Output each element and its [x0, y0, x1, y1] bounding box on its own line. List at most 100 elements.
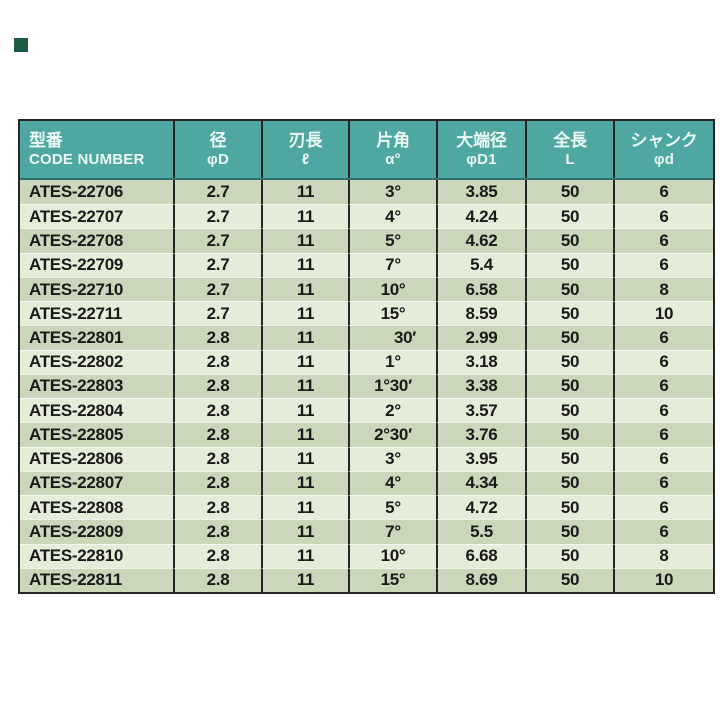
table-cell: 50 — [525, 446, 613, 471]
table-cell: 6 — [613, 373, 713, 399]
table-cell: 2.8 — [173, 519, 261, 544]
table-cell: 4.62 — [436, 228, 525, 253]
table-cell: 2.8 — [173, 567, 261, 592]
table-cell: 2.7 — [173, 301, 261, 326]
table-cell: 11 — [261, 373, 348, 399]
table-cell: 50 — [525, 495, 613, 520]
table-cell: 2.99 — [436, 325, 525, 350]
table-cell: 4.72 — [436, 495, 525, 520]
table-cell: 11 — [261, 398, 348, 423]
table-row: ATES-22805 2.8 11 2°30′ 3.76 50 6 — [20, 422, 713, 447]
code-number-cell: ATES-22804 — [20, 398, 173, 423]
table-cell: 2.8 — [173, 398, 261, 423]
table-cell: 2.8 — [173, 495, 261, 520]
column-header-code-number: 型番 CODE NUMBER — [20, 121, 173, 178]
corner-marker-square — [14, 38, 28, 52]
column-subtitle: CODE NUMBER — [29, 150, 145, 168]
table-cell: 3.18 — [436, 349, 525, 374]
table-cell: 11 — [261, 228, 348, 253]
code-number-cell: ATES-22706 — [20, 180, 173, 205]
table-header-row: 型番 CODE NUMBER 径 φD 刃長 ℓ 片角 α° 大端径 φD1 全… — [20, 121, 713, 180]
code-number-cell: ATES-22807 — [20, 470, 173, 496]
table-cell: 1° — [348, 349, 436, 374]
table-cell: 11 — [261, 325, 348, 350]
table-cell: 4.24 — [436, 204, 525, 229]
table-cell: 5° — [348, 228, 436, 253]
column-header-flute-length: 刃長 ℓ — [261, 121, 348, 178]
table-row: ATES-22811 2.8 11 15° 8.69 50 10 — [20, 567, 713, 592]
table-cell: 2°30′ — [348, 422, 436, 447]
column-title: シャンク — [630, 130, 698, 150]
column-title: 型番 — [29, 130, 63, 150]
column-subtitle: L — [565, 150, 575, 168]
table-cell: 3° — [348, 446, 436, 471]
code-number-cell: ATES-22809 — [20, 519, 173, 544]
table-cell: 8.59 — [436, 301, 525, 326]
table-cell: 2.8 — [173, 543, 261, 568]
table-cell: 3.38 — [436, 373, 525, 399]
table-row: ATES-22804 2.8 11 2° 3.57 50 6 — [20, 398, 713, 423]
column-subtitle: α° — [385, 150, 401, 168]
table-cell: 3.76 — [436, 422, 525, 447]
table-cell: 50 — [525, 373, 613, 399]
table-cell: 2.7 — [173, 228, 261, 253]
table-cell: 10 — [613, 301, 713, 326]
table-cell: 11 — [261, 495, 348, 520]
table-cell: 50 — [525, 252, 613, 277]
table-cell: 2.8 — [173, 422, 261, 447]
code-number-cell: ATES-22805 — [20, 422, 173, 447]
table-cell: 11 — [261, 567, 348, 592]
code-number-cell: ATES-22806 — [20, 446, 173, 471]
table-cell: 2° — [348, 398, 436, 423]
table-cell: 11 — [261, 276, 348, 302]
table-cell: 2.8 — [173, 446, 261, 471]
table-cell: 4.34 — [436, 470, 525, 496]
table-row: ATES-22802 2.8 11 1° 3.18 50 6 — [20, 349, 713, 374]
table-cell: 6 — [613, 422, 713, 447]
table-cell: 50 — [525, 422, 613, 447]
table-cell: 4° — [348, 204, 436, 229]
table-row: ATES-22706 2.7 11 3° 3.85 50 6 — [20, 180, 713, 205]
table-cell: 15° — [348, 567, 436, 592]
table-cell: 6.68 — [436, 543, 525, 568]
table-cell: 10 — [613, 567, 713, 592]
table-cell: 50 — [525, 301, 613, 326]
table-cell: 6 — [613, 470, 713, 496]
table-cell: 50 — [525, 398, 613, 423]
table-cell: 50 — [525, 325, 613, 350]
code-number-cell: ATES-22710 — [20, 276, 173, 302]
table-row: ATES-22711 2.7 11 15° 8.59 50 10 — [20, 301, 713, 326]
table-cell: 11 — [261, 422, 348, 447]
column-subtitle: φD — [207, 150, 229, 168]
column-title: 大端径 — [456, 130, 507, 150]
code-number-cell: ATES-22803 — [20, 373, 173, 399]
table-cell: 50 — [525, 228, 613, 253]
table-cell: 10° — [348, 543, 436, 568]
table-cell: 2.8 — [173, 373, 261, 399]
code-number-cell: ATES-22711 — [20, 301, 173, 326]
code-number-cell: ATES-22811 — [20, 567, 173, 592]
column-subtitle: φD1 — [466, 150, 497, 168]
table-cell: 2.8 — [173, 325, 261, 350]
column-subtitle: ℓ — [301, 150, 310, 168]
table-cell: 50 — [525, 204, 613, 229]
table-row: ATES-22709 2.7 11 7° 5.4 50 6 — [20, 252, 713, 277]
table-body: ATES-22706 2.7 11 3° 3.85 50 6 ATES-22707 2.7 11 4… — [20, 180, 713, 592]
column-title: 刃長 — [288, 130, 323, 150]
table-cell: 11 — [261, 470, 348, 496]
table-cell: 3.85 — [436, 180, 525, 205]
column-subtitle: φd — [653, 150, 675, 168]
table-row: ATES-22806 2.8 11 3° 3.95 50 6 — [20, 446, 713, 471]
table-cell: 3° — [348, 180, 436, 205]
table-cell: 6 — [613, 204, 713, 229]
code-number-cell: ATES-22801 — [20, 325, 173, 350]
table-cell: 50 — [525, 180, 613, 205]
table-row: ATES-22707 2.7 11 4° 4.24 50 6 — [20, 204, 713, 229]
table-cell: 8 — [613, 543, 713, 568]
spec-table: 型番 CODE NUMBER 径 φD 刃長 ℓ 片角 α° 大端径 φD1 全… — [18, 119, 715, 594]
table-cell: 11 — [261, 519, 348, 544]
table-cell: 30′ — [348, 325, 436, 350]
column-title: 全長 — [553, 130, 587, 150]
table-cell: 5.4 — [436, 252, 525, 277]
table-cell: 3.57 — [436, 398, 525, 423]
